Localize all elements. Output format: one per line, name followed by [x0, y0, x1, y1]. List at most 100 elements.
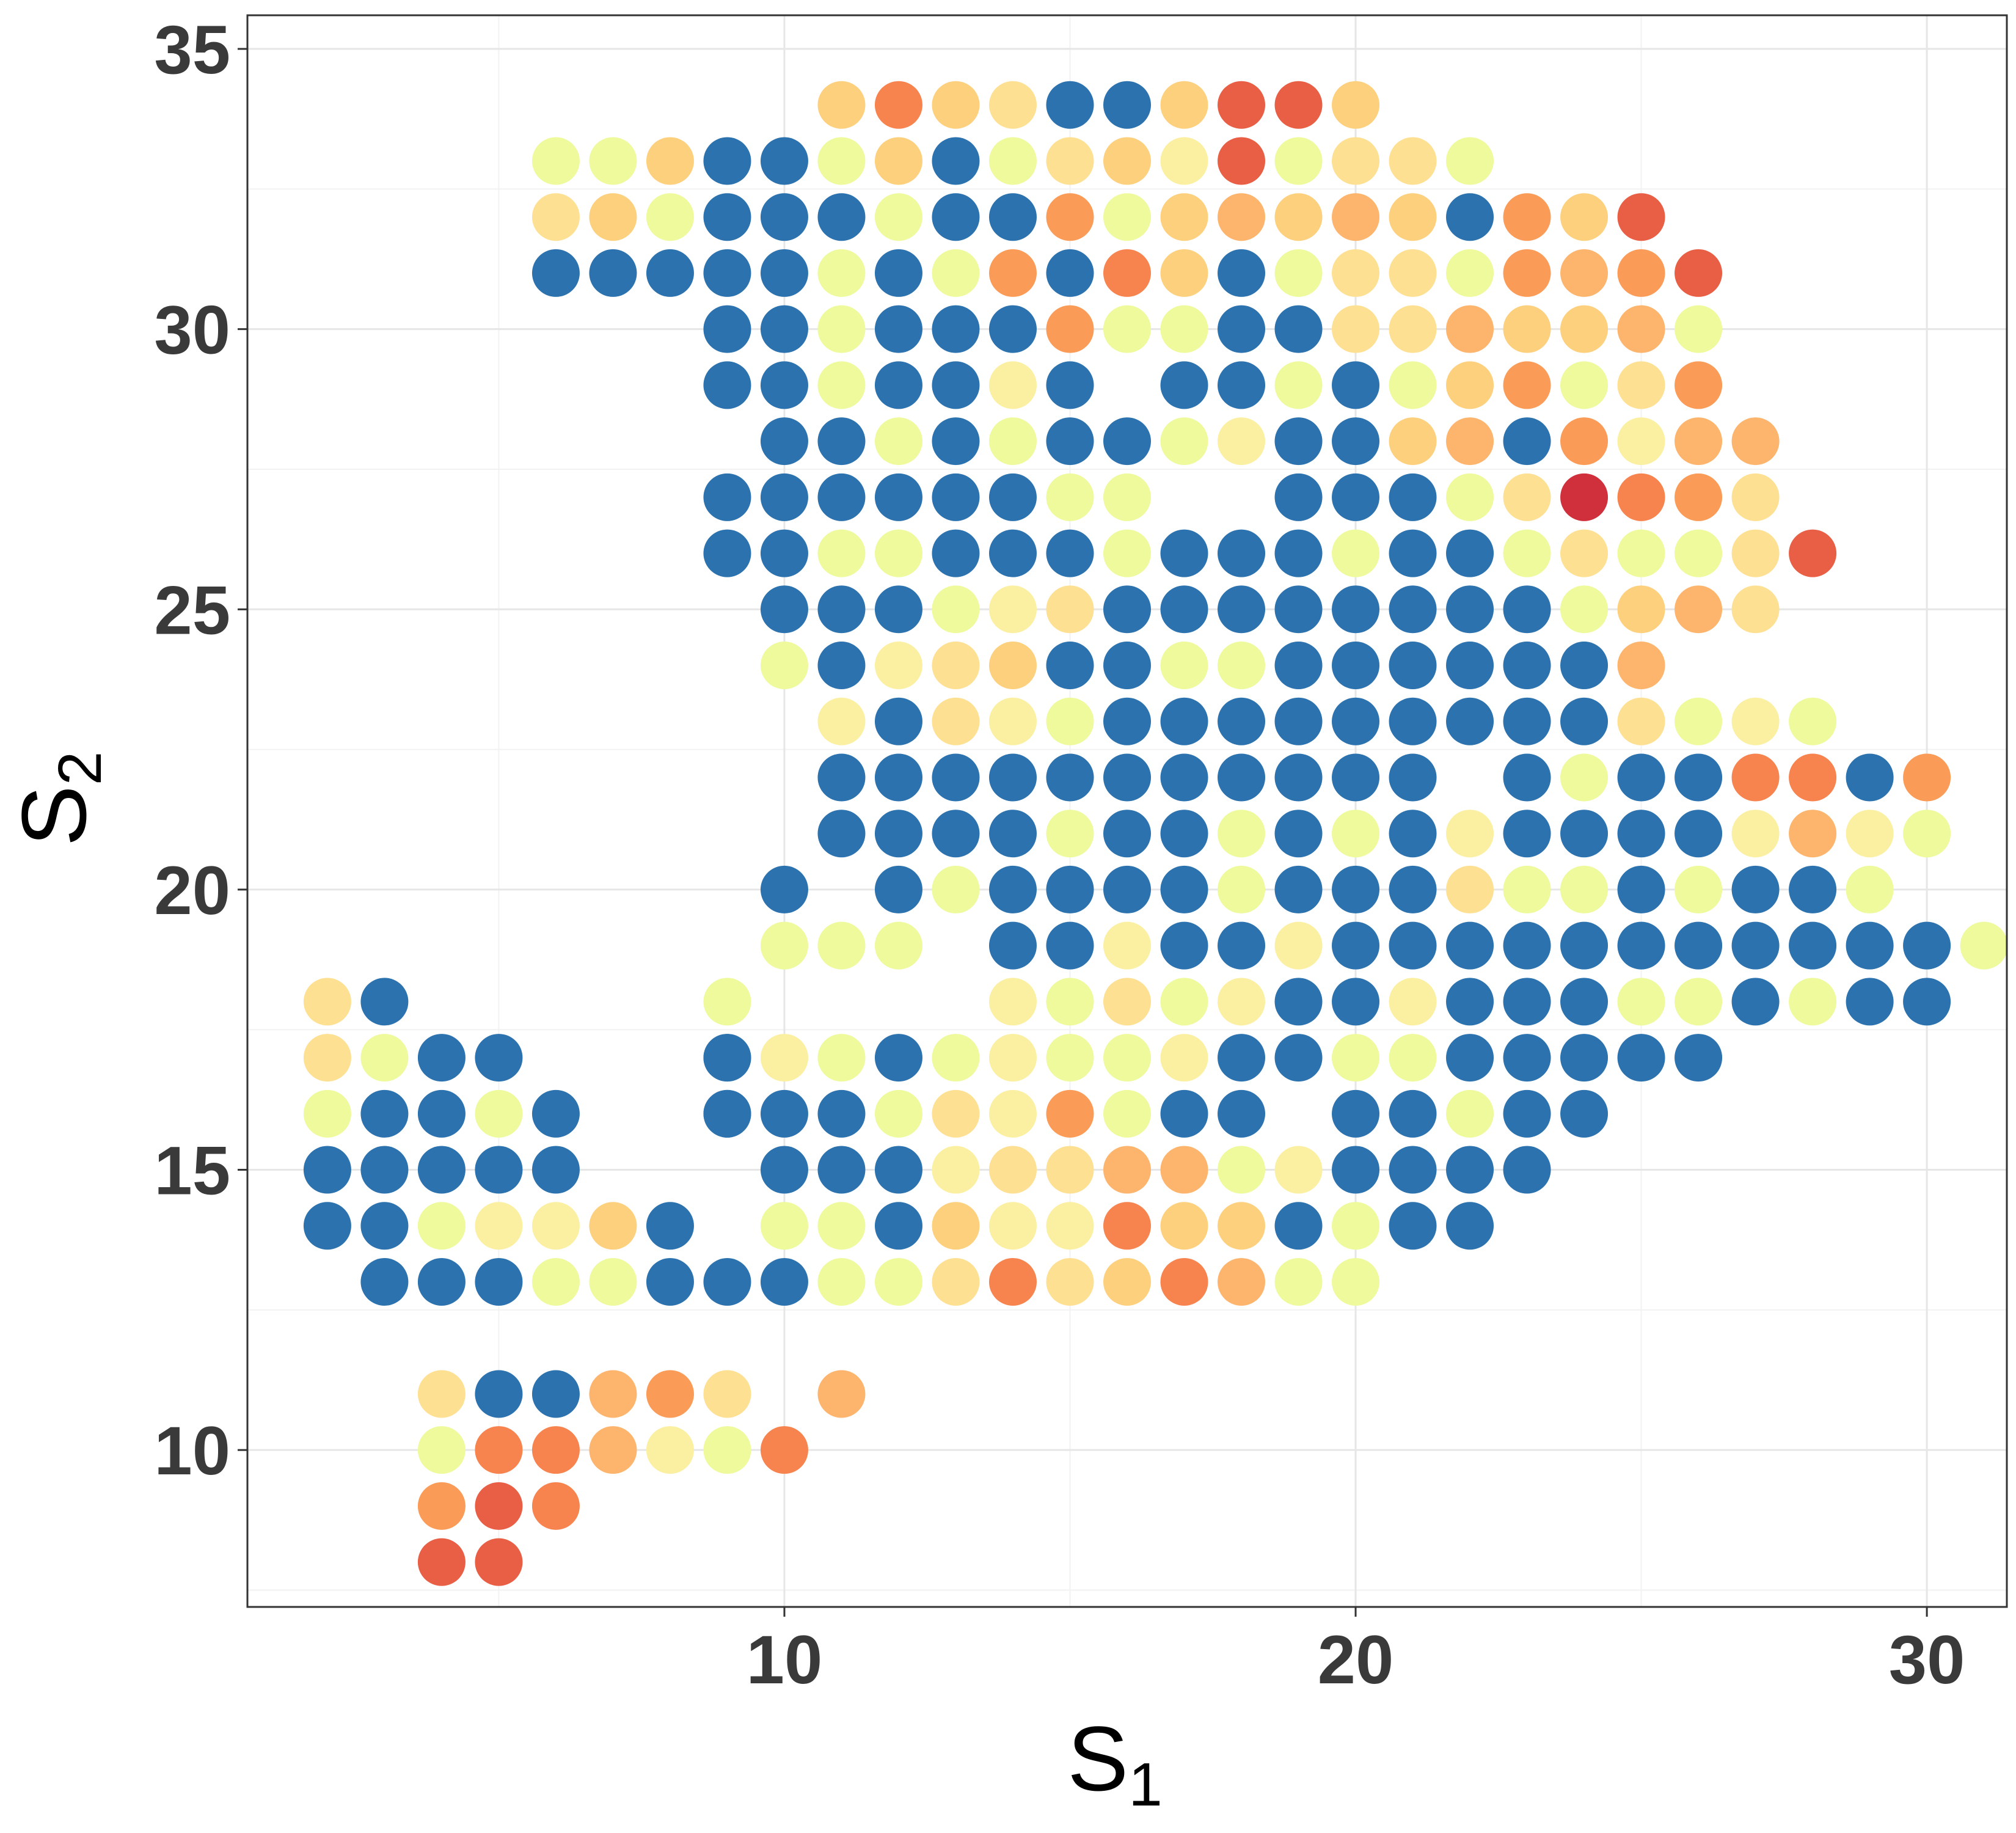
- data-point: [1503, 1089, 1551, 1138]
- data-point: [1560, 305, 1609, 353]
- data-point: [1103, 1202, 1151, 1250]
- data-point: [1332, 585, 1380, 634]
- data-point: [932, 249, 980, 297]
- data-point: [1160, 137, 1208, 185]
- data-point: [1160, 1089, 1208, 1138]
- data-point: [1218, 697, 1266, 745]
- data-point: [303, 1089, 351, 1138]
- data-point: [1160, 249, 1208, 297]
- data-point: [988, 921, 1037, 970]
- data-point: [1389, 305, 1437, 353]
- data-point: [1389, 1034, 1437, 1082]
- data-point: [1846, 753, 1894, 802]
- data-point: [817, 1089, 866, 1138]
- data-point: [1560, 585, 1609, 634]
- y-axis-title-main: S: [2, 785, 105, 846]
- data-point: [1332, 1034, 1380, 1082]
- data-point: [1389, 753, 1437, 802]
- data-point: [646, 1370, 694, 1418]
- data-point: [1332, 865, 1380, 913]
- data-point: [417, 1146, 466, 1194]
- data-point: [1903, 753, 1951, 802]
- data-point: [1160, 753, 1208, 802]
- data-point: [1560, 1089, 1609, 1138]
- data-point: [874, 753, 922, 802]
- data-point: [1675, 249, 1723, 297]
- x-tick-label: 30: [1889, 1622, 1965, 1698]
- data-point: [1789, 810, 1837, 858]
- data-point: [1617, 642, 1665, 690]
- data-point: [874, 921, 922, 970]
- data-point: [646, 193, 694, 241]
- data-point: [1160, 810, 1208, 858]
- data-point: [1103, 193, 1151, 241]
- data-point: [1731, 978, 1780, 1026]
- data-point: [874, 193, 922, 241]
- data-point: [703, 193, 751, 241]
- data-point: [988, 137, 1037, 185]
- data-point: [932, 1257, 980, 1306]
- data-point: [1446, 921, 1494, 970]
- data-point: [932, 697, 980, 745]
- data-point: [1160, 1202, 1208, 1250]
- data-point: [1332, 642, 1380, 690]
- data-point: [1046, 193, 1094, 241]
- data-point: [1903, 810, 1951, 858]
- data-point: [1675, 473, 1723, 521]
- data-point: [1046, 753, 1094, 802]
- data-point: [417, 1089, 466, 1138]
- x-tick-label: 20: [1318, 1622, 1394, 1698]
- data-point: [1103, 1034, 1151, 1082]
- data-point: [1218, 1202, 1266, 1250]
- axes: 10 20 30 10 15 20 25 30 35: [154, 12, 1965, 1698]
- data-point: [646, 1257, 694, 1306]
- data-point: [1160, 865, 1208, 913]
- data-point: [1274, 473, 1323, 521]
- data-point: [817, 249, 866, 297]
- data-point: [1675, 417, 1723, 466]
- data-point: [988, 978, 1037, 1026]
- data-point: [1218, 137, 1266, 185]
- data-point: [646, 1426, 694, 1474]
- data-point: [1160, 921, 1208, 970]
- data-point: [1218, 865, 1266, 913]
- data-point: [1560, 361, 1609, 409]
- data-point: [1103, 249, 1151, 297]
- data-point: [1332, 361, 1380, 409]
- data-point: [1617, 473, 1665, 521]
- data-point: [874, 585, 922, 634]
- data-point: [1503, 529, 1551, 577]
- data-point: [1103, 473, 1151, 521]
- data-point: [1446, 417, 1494, 466]
- data-point: [1731, 753, 1780, 802]
- data-point: [932, 81, 980, 129]
- data-point: [1846, 978, 1894, 1026]
- data-point: [817, 921, 866, 970]
- data-point: [1389, 1202, 1437, 1250]
- data-point: [531, 137, 580, 185]
- data-point: [1731, 697, 1780, 745]
- data-point: [1160, 305, 1208, 353]
- y-tick-label: 25: [154, 572, 230, 648]
- data-point: [1617, 1034, 1665, 1082]
- data-point: [1332, 193, 1380, 241]
- data-point: [1675, 1034, 1723, 1082]
- data-point: [1103, 865, 1151, 913]
- data-point: [1274, 1034, 1323, 1082]
- data-point: [817, 1370, 866, 1418]
- data-point: [703, 1257, 751, 1306]
- data-point: [1503, 978, 1551, 1026]
- data-point: [589, 1257, 637, 1306]
- data-point: [417, 1538, 466, 1586]
- data-point: [1103, 305, 1151, 353]
- data-point: [1046, 529, 1094, 577]
- data-point: [1903, 978, 1951, 1026]
- data-point: [1274, 529, 1323, 577]
- data-point: [1560, 753, 1609, 802]
- data-point: [1675, 978, 1723, 1026]
- data-point: [417, 1202, 466, 1250]
- data-point: [874, 1146, 922, 1194]
- data-point: [1446, 137, 1494, 185]
- data-point: [1274, 193, 1323, 241]
- data-point: [1332, 921, 1380, 970]
